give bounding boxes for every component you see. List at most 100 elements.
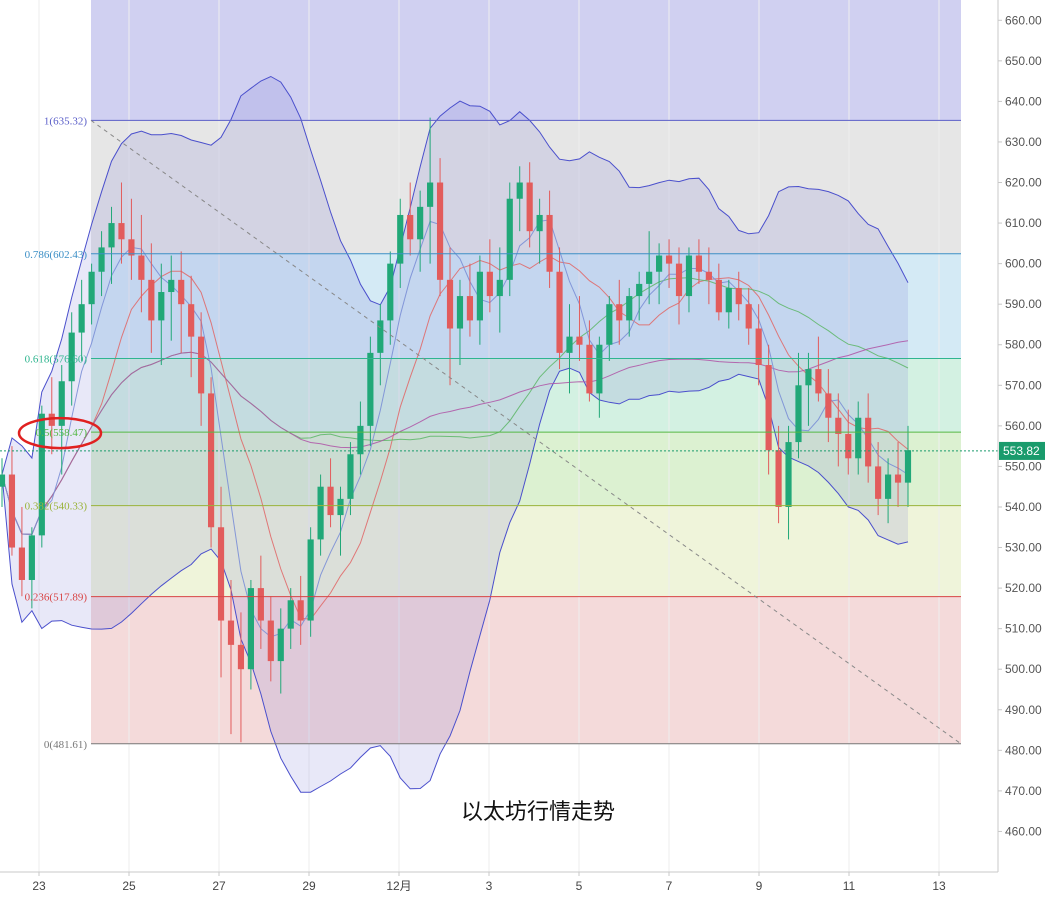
candle[interactable] [546, 190, 553, 288]
candle[interactable] [417, 190, 424, 272]
candle[interactable] [407, 182, 414, 256]
candle[interactable] [765, 344, 772, 475]
candle-body [486, 271, 493, 297]
candle[interactable] [297, 575, 304, 645]
candle[interactable] [367, 336, 374, 447]
candle[interactable] [486, 239, 493, 313]
candle[interactable] [88, 263, 95, 325]
candle[interactable] [456, 279, 464, 366]
candle[interactable] [38, 405, 45, 548]
candle[interactable] [496, 247, 503, 333]
candle-body [875, 466, 882, 499]
candle[interactable] [566, 304, 573, 394]
candle[interactable] [98, 231, 105, 297]
candle[interactable] [227, 579, 235, 735]
candle[interactable] [636, 271, 643, 321]
candles[interactable] [0, 117, 912, 743]
candle[interactable] [755, 304, 762, 386]
candle[interactable] [904, 425, 912, 507]
candle[interactable] [207, 377, 215, 548]
candle[interactable] [476, 255, 483, 345]
candle[interactable] [0, 458, 6, 507]
candle[interactable] [158, 263, 165, 366]
candle[interactable] [357, 401, 364, 475]
candle[interactable] [68, 312, 75, 406]
candle[interactable] [247, 579, 254, 690]
candle[interactable] [347, 442, 354, 516]
candle[interactable] [257, 555, 264, 649]
candle[interactable] [885, 458, 892, 524]
candle[interactable] [665, 239, 673, 288]
candle[interactable] [855, 401, 862, 475]
candle[interactable] [805, 352, 812, 426]
candle[interactable] [845, 409, 852, 475]
candle[interactable] [237, 612, 245, 743]
candle[interactable] [835, 393, 842, 467]
candle[interactable] [118, 182, 125, 264]
candle[interactable] [775, 425, 782, 524]
candle[interactable] [715, 263, 722, 321]
candle[interactable] [815, 336, 822, 402]
candle[interactable] [427, 117, 434, 264]
candle[interactable] [8, 446, 16, 556]
candle[interactable] [327, 458, 334, 528]
candle[interactable] [217, 486, 225, 678]
candle[interactable] [735, 271, 742, 321]
candle[interactable] [516, 166, 523, 232]
candle[interactable] [785, 425, 792, 540]
candle[interactable] [78, 279, 85, 361]
candle[interactable] [526, 162, 533, 248]
candle[interactable] [277, 608, 284, 694]
candle[interactable] [178, 251, 185, 353]
candle[interactable] [865, 393, 872, 483]
candle[interactable] [616, 279, 623, 345]
candle[interactable] [198, 312, 205, 426]
candle[interactable] [536, 198, 543, 264]
candle[interactable] [875, 442, 882, 516]
candle[interactable] [576, 296, 583, 361]
candle[interactable] [646, 231, 653, 305]
candle[interactable] [58, 365, 65, 475]
candle[interactable] [397, 198, 404, 288]
candle[interactable] [337, 486, 344, 556]
candle-body [8, 474, 16, 548]
candle[interactable] [446, 247, 454, 386]
candle[interactable] [894, 442, 902, 507]
candle[interactable] [377, 304, 384, 386]
candle[interactable] [705, 247, 712, 305]
candle[interactable] [287, 588, 294, 649]
candle[interactable] [138, 214, 145, 313]
candle-body [108, 223, 115, 248]
candle[interactable] [148, 243, 155, 353]
candle[interactable] [128, 198, 135, 280]
candle[interactable] [795, 352, 802, 459]
candle[interactable] [18, 506, 25, 597]
candle-body [427, 182, 434, 207]
candle[interactable] [685, 247, 693, 313]
candle[interactable] [466, 263, 474, 337]
candle[interactable] [626, 287, 633, 337]
candle[interactable] [725, 279, 732, 329]
candle[interactable] [606, 296, 613, 361]
candle[interactable] [436, 158, 444, 297]
candle[interactable] [586, 320, 593, 402]
candle[interactable] [556, 247, 563, 370]
candle[interactable] [825, 369, 832, 443]
candle[interactable] [188, 275, 195, 378]
candle[interactable] [48, 377, 55, 455]
candle[interactable] [506, 182, 513, 297]
candle[interactable] [596, 336, 603, 418]
candle[interactable] [28, 527, 35, 609]
y-tick-label: 460.00 [1005, 824, 1042, 838]
candle[interactable] [307, 527, 314, 637]
candle[interactable] [168, 255, 175, 341]
candle[interactable] [267, 596, 274, 682]
candle[interactable] [108, 206, 115, 284]
candle[interactable] [317, 474, 324, 556]
candle[interactable] [387, 251, 394, 345]
candle[interactable] [745, 287, 752, 345]
candle[interactable] [675, 247, 683, 325]
candle[interactable] [695, 239, 703, 284]
